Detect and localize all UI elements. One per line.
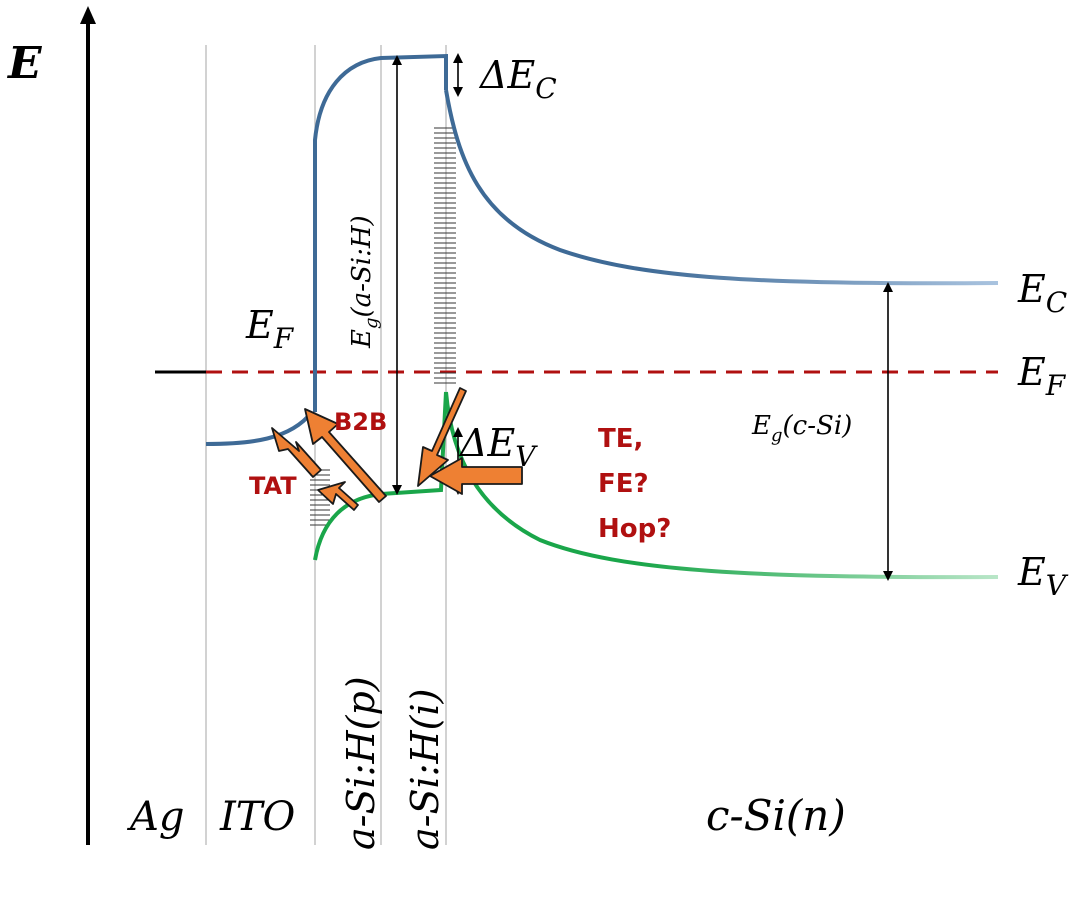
label-delta-ev: ΔEV [458,421,538,473]
band-labels: EC EF EV EF ΔEC ΔEV Eg(c-Si) Eg(a-Si:H) [245,53,1069,602]
te-arrow [417,387,467,487]
mechanism-labels: B2B TAT TE, FE? Hop? [249,408,671,544]
layer-labels: Ag ITO a-Si:H(p) a-Si:H(i) c-Si(n) [126,676,846,850]
label-fe: FE? [598,469,649,499]
b2b-arrow [304,408,387,503]
label-ef-right: EF [1017,350,1067,402]
tat-arrow-1 [271,427,322,478]
label-delta-ec: ΔEC [478,53,557,105]
trap-states-intrinsic [434,127,456,384]
conduction-band [205,53,999,446]
label-hop: Hop? [598,514,671,544]
label-ec: EC [1017,267,1067,319]
transport-arrows [271,387,523,511]
ev-arrow [429,457,523,495]
label-b2b: B2B [334,408,387,436]
layer-label-csi-n: c-Si(n) [706,791,846,840]
label-ef-left: EF [245,303,295,355]
energy-axis: E [6,6,96,845]
energy-axis-label: E [6,38,43,89]
label-te: TE, [598,424,643,454]
label-tat: TAT [249,472,297,500]
label-ev: EV [1017,550,1069,602]
layer-label-ito: ITO [219,794,295,840]
layer-label-asi-p: a-Si:H(p) [339,676,383,850]
label-eg-csi: Eg(c-Si) [751,411,852,446]
layer-label-ag: Ag [126,794,185,840]
tat-arrow-2 [317,481,359,511]
label-eg-asi: Eg(a-Si:H) [347,215,382,349]
layer-label-asi-i: a-Si:H(i) [403,689,447,850]
